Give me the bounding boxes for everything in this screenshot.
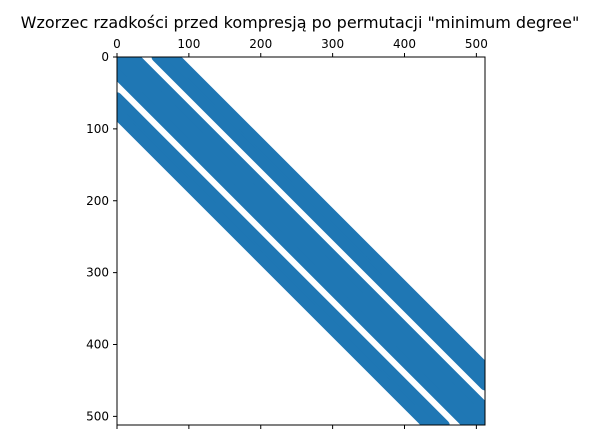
x-tick-label: 400 [393,37,416,51]
axes-frame [116,56,486,426]
band-upper [151,57,485,391]
y-tick-label: 200 [86,194,109,208]
band-diagonal [117,57,485,425]
y-tick-label: 300 [86,266,109,280]
x-tick-label: 200 [249,37,272,51]
y-tick-label: 100 [86,122,109,136]
x-tick-label: 300 [321,37,344,51]
band-lower [117,92,450,425]
y-tick-label: 500 [86,409,109,423]
chart-title: Wzorzec rzadkości przed kompresją po per… [21,13,580,32]
y-tick-label: 0 [101,50,109,64]
bands-group [117,57,485,425]
x-tick-label: 100 [177,37,200,51]
x-tick-label: 0 [113,37,121,51]
plot-area: 0 100 200 300 400 500 0 100 200 300 400 500 [86,37,488,429]
x-tick-label: 500 [465,37,488,51]
y-tick-label: 400 [86,338,109,352]
